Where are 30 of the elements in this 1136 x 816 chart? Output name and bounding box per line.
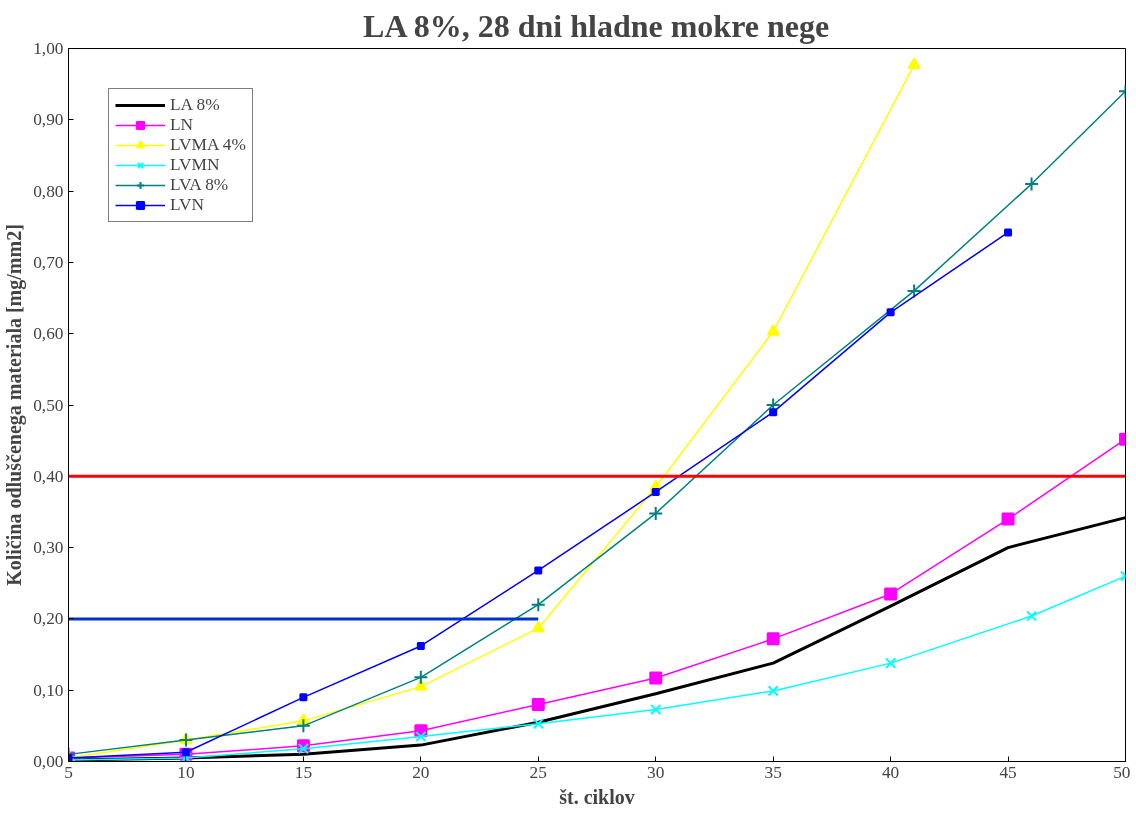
x-tick-label: 50 xyxy=(1113,762,1131,782)
chart-title: LA 8%, 28 dni hladne mokre nege xyxy=(363,7,830,44)
x-tick-label: 15 xyxy=(294,762,313,782)
y-tick-label: 0,20 xyxy=(33,609,64,629)
x-tick-label: 5 xyxy=(64,762,73,782)
legend-label: LVN xyxy=(170,195,205,215)
legend-label: LVMN xyxy=(170,155,220,175)
y-tick-label: 0,50 xyxy=(33,395,64,415)
y-tick-label: 0,70 xyxy=(33,252,64,272)
y-tick-label: 0,60 xyxy=(33,324,64,344)
x-tick-label: 20 xyxy=(412,762,430,782)
y-tick-label: 0,30 xyxy=(33,538,64,558)
legend-label: LA 8% xyxy=(170,95,220,115)
y-tick-label: 0,80 xyxy=(33,181,64,201)
x-tick-label: 25 xyxy=(529,762,547,782)
legend-label: LVA 8% xyxy=(170,175,229,195)
y-tick-label: 0,90 xyxy=(33,110,64,130)
x-tick-label: 45 xyxy=(999,762,1017,782)
y-tick-label: 0,40 xyxy=(33,466,64,486)
y-tick-label: 0,10 xyxy=(33,680,64,700)
y-axis-title: Količina odluščenega materiala [mg/mm2] xyxy=(3,224,27,586)
y-tick-label: 1,00 xyxy=(33,39,64,58)
legend-label: LN xyxy=(170,115,194,135)
x-tick-label: 10 xyxy=(177,762,195,782)
x-tick-label: 35 xyxy=(764,762,782,782)
x-tick-label: 30 xyxy=(647,762,665,782)
legend-label: LVMA 4% xyxy=(170,135,246,155)
x-tick-label: 40 xyxy=(881,762,900,782)
y-tick-label: 0,00 xyxy=(33,752,64,771)
x-axis-title: št. ciklov xyxy=(559,785,635,808)
